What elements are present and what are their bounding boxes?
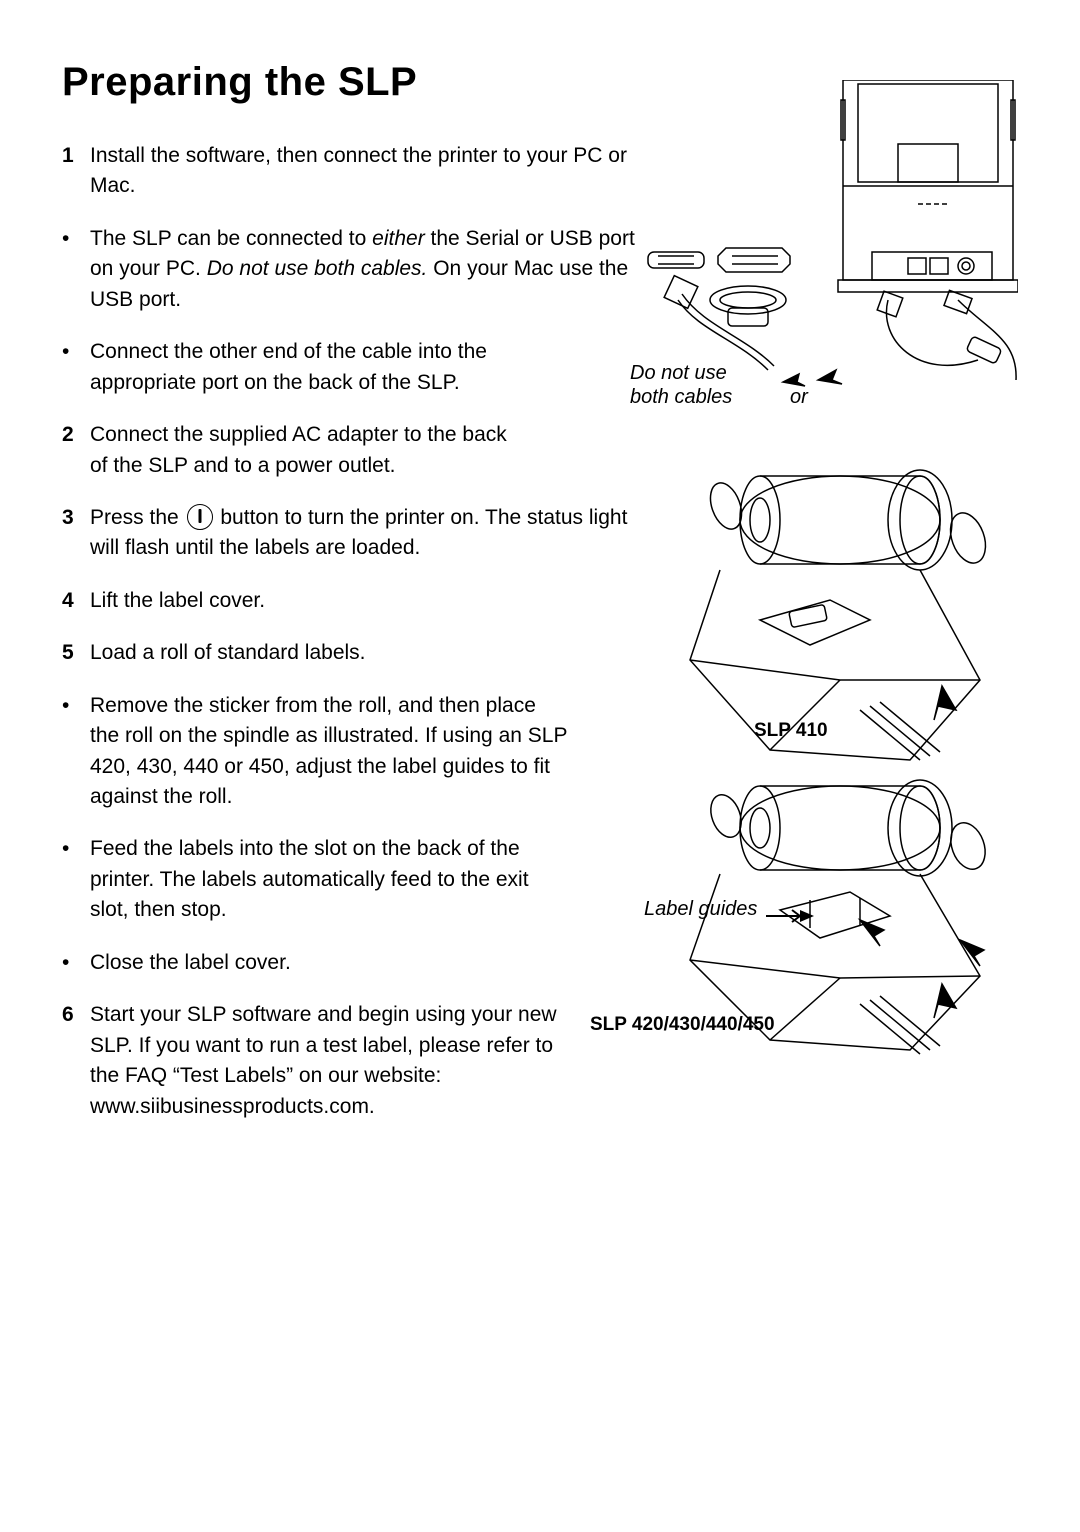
list-marker: 2 xyxy=(62,420,90,481)
list-marker: • xyxy=(62,337,90,398)
bullet-step: •Close the label cover. xyxy=(62,948,662,978)
list-marker: • xyxy=(62,691,90,813)
step-text: Connect the other end of the cable into … xyxy=(90,337,510,398)
numbered-step: 4Lift the label cover. xyxy=(62,586,662,616)
list-marker: • xyxy=(62,224,90,315)
numbered-step: 5Load a roll of standard labels. xyxy=(62,638,662,668)
list-marker: 6 xyxy=(62,1000,90,1122)
list-marker: • xyxy=(62,834,90,925)
step-text: Close the label cover. xyxy=(90,948,662,978)
arrow-icon xyxy=(766,904,816,928)
list-marker: • xyxy=(62,948,90,978)
bullet-step: •Remove the sticker from the roll, and t… xyxy=(62,691,662,813)
numbered-step: 1Install the software, then connect the … xyxy=(62,141,662,202)
numbered-step: 3Press the button to turn the printer on… xyxy=(62,503,662,564)
power-icon xyxy=(187,504,213,530)
step-text: Feed the labels into the slot on the bac… xyxy=(90,834,570,925)
step-text: Press the button to turn the printer on.… xyxy=(90,503,662,564)
illustration-slp-410: SLP 410 xyxy=(660,450,1020,780)
step-text: Connect the supplied AC adapter to the b… xyxy=(90,420,510,481)
step-text: Remove the sticker from the roll, and th… xyxy=(90,691,570,813)
bullet-step: •The SLP can be connected to either the … xyxy=(62,224,662,315)
step-text: Start your SLP software and begin using … xyxy=(90,1000,570,1122)
manual-page: Preparing the SLP 1Install the software,… xyxy=(0,0,1080,1532)
caption-or: or xyxy=(790,384,808,410)
step-text: Load a roll of standard labels. xyxy=(90,638,662,668)
instruction-list: 1Install the software, then connect the … xyxy=(62,141,662,1122)
step-text: The SLP can be connected to either the S… xyxy=(90,224,662,315)
numbered-step: 2Connect the supplied AC adapter to the … xyxy=(62,420,662,481)
numbered-step: 6Start your SLP software and begin using… xyxy=(62,1000,662,1122)
step-text: Lift the label cover. xyxy=(90,586,662,616)
bullet-step: •Feed the labels into the slot on the ba… xyxy=(62,834,662,925)
bullet-step: •Connect the other end of the cable into… xyxy=(62,337,662,398)
list-marker: 1 xyxy=(62,141,90,202)
illustration-printer-rear: Do not use both cables or xyxy=(618,80,1018,440)
list-marker: 3 xyxy=(62,503,90,564)
caption-slp-410: SLP 410 xyxy=(754,720,828,742)
list-marker: 5 xyxy=(62,638,90,668)
step-text: Install the software, then connect the p… xyxy=(90,141,662,202)
list-marker: 4 xyxy=(62,586,90,616)
page-title: Preparing the SLP xyxy=(62,60,1018,105)
